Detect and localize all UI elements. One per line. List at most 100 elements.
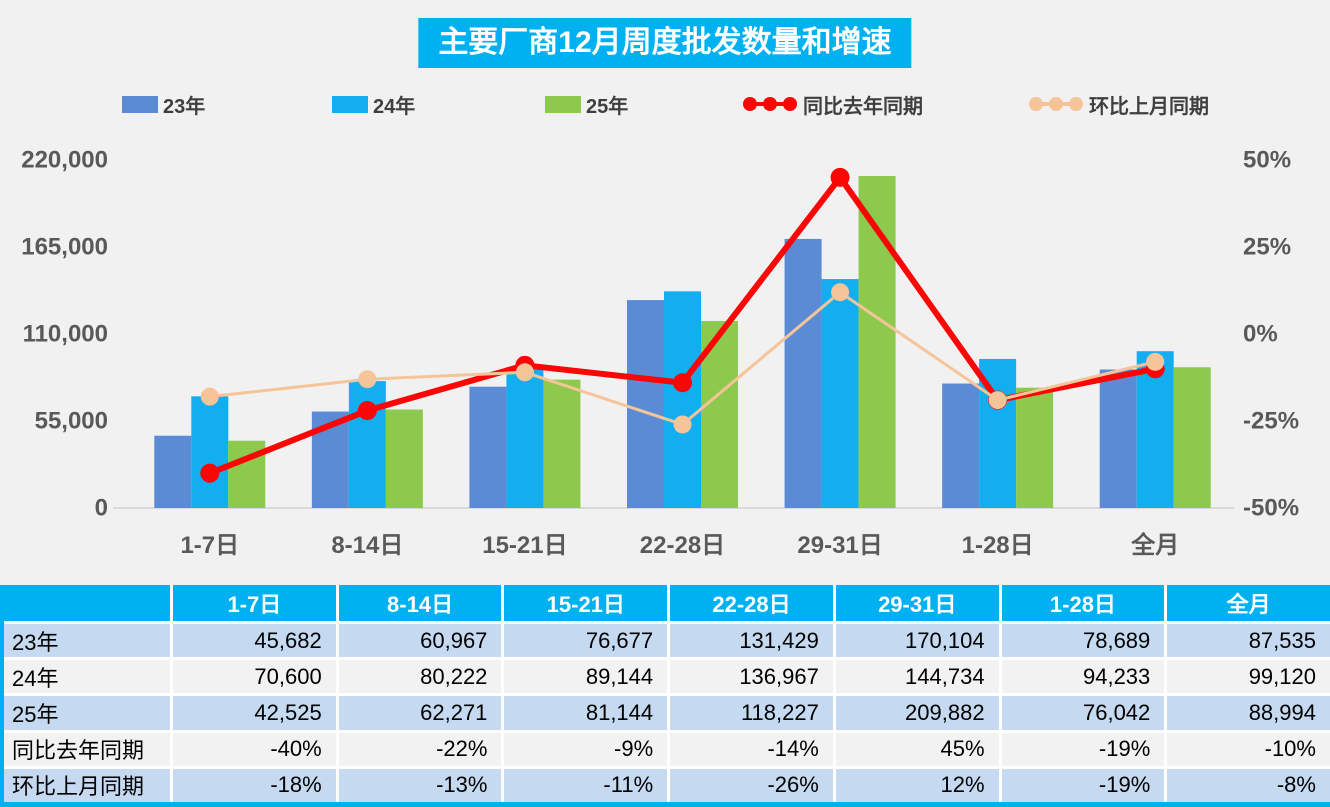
table-header-cell: 1-28日 [1001, 585, 1165, 621]
left-axis-tick: 220,000 [21, 147, 108, 174]
legend-line-marker-icon [743, 97, 797, 111]
legend-swatch-icon [545, 95, 581, 113]
left-axis-tick: 55,000 [35, 408, 108, 435]
table-row-label: 23年 [4, 624, 170, 658]
bar [543, 379, 581, 508]
table-cell: 45% [835, 732, 999, 766]
table-cell: -40% [173, 732, 336, 766]
right-axis-tick: -25% [1243, 408, 1299, 435]
left-axis-tick: 0 [95, 495, 108, 522]
table-cell: 88,994 [1167, 696, 1330, 730]
table-cell: 81,144 [504, 696, 668, 730]
table-cell: 89,144 [504, 660, 668, 694]
bar [784, 238, 822, 508]
legend-item-4: 同比去年同期 [742, 88, 923, 120]
right-axis-tick: 50% [1243, 147, 1291, 174]
bar [385, 409, 423, 508]
data-point-marker [673, 373, 692, 393]
data-point-marker [1146, 352, 1165, 371]
x-axis-label: 29-31日 [797, 532, 882, 559]
legend-item-3: 25年 [545, 88, 628, 120]
table-cell: -8% [1167, 768, 1330, 802]
bar [627, 300, 664, 508]
bar-series-24年 [191, 279, 1174, 508]
x-axis-label: 1-28日 [962, 532, 1034, 559]
table-cell: 170,104 [835, 624, 999, 658]
table-cell: -19% [1001, 768, 1165, 802]
table-cell: -13% [338, 768, 502, 802]
table-cell: 80,222 [338, 660, 502, 694]
table-cell: 70,600 [173, 660, 336, 694]
right-axis-tick: 25% [1243, 234, 1291, 261]
table-header-corner [4, 585, 170, 621]
bar [1099, 369, 1137, 508]
line-series-环比上月同期 [200, 283, 1165, 434]
table-cell: 94,233 [1001, 660, 1165, 694]
left-axis-tick: 165,000 [21, 234, 108, 261]
table-cell: -11% [504, 768, 668, 802]
x-axis-label: 全月 [1130, 531, 1179, 559]
table-row-label: 25年 [4, 696, 170, 730]
bar [1016, 387, 1054, 508]
data-point-marker [358, 370, 377, 389]
chart-title: 主要厂商12月周度批发数量和增速 [418, 18, 912, 68]
legend-line-marker-icon [1029, 97, 1083, 111]
table-cell: 76,677 [504, 624, 668, 658]
data-point-marker [200, 387, 219, 406]
legend-item-5: 环比上月同期 [1028, 88, 1209, 120]
table-cell: 209,882 [835, 696, 999, 730]
table-cell: -26% [670, 768, 833, 802]
bar [191, 396, 229, 508]
table-cell: -9% [504, 732, 668, 766]
data-point-marker [515, 363, 534, 382]
table-cell: 12% [835, 768, 999, 802]
table-cell: -14% [670, 732, 833, 766]
x-axis-label: 15-21日 [482, 532, 567, 559]
table-cell: -18% [173, 768, 336, 802]
table-header-cell: 全月 [1167, 585, 1330, 621]
data-point-marker [988, 391, 1007, 410]
left-axis-tick: 110,000 [23, 321, 108, 348]
right-axis-tick: 0% [1243, 321, 1278, 348]
table-row-label: 同比去年同期 [4, 732, 170, 766]
table-header-cell: 15-21日 [504, 585, 668, 621]
legend-label: 同比去年同期 [803, 95, 923, 118]
table-cell: 99,120 [1167, 660, 1330, 694]
data-point-marker [831, 283, 850, 302]
bar [348, 381, 386, 508]
legend-label: 24年 [373, 95, 416, 118]
right-axis-tick: -50% [1243, 495, 1299, 522]
table-header-cell: 1-7日 [173, 585, 336, 621]
table-row-label: 24年 [4, 660, 170, 694]
combo-chart: 0 55,000 110,000 165,000 220,000 -50% -25% 0% 25… [21, 147, 1299, 560]
table-cell: -19% [1001, 732, 1165, 766]
table-row-label: 环比上月同期 [4, 768, 170, 802]
x-axis-label: 1-7日 [180, 532, 239, 559]
data-point-marker [830, 167, 850, 187]
table-header-cell: 8-14日 [338, 585, 502, 621]
table-header-cell: 29-31日 [835, 585, 999, 621]
bar [506, 366, 544, 508]
bar [664, 291, 701, 508]
data-point-marker [357, 401, 377, 421]
table-cell: 144,734 [835, 660, 999, 694]
legend-swatch-icon [332, 95, 368, 113]
table-cell: 60,967 [338, 624, 502, 658]
table-cell: 87,535 [1167, 624, 1330, 658]
bar [154, 435, 192, 508]
table-cell: 131,429 [670, 624, 833, 658]
x-axis-label: 8-14日 [331, 532, 403, 559]
bar [821, 279, 859, 508]
table-cell: 76,042 [1001, 696, 1165, 730]
legend-label: 环比上月同期 [1089, 95, 1209, 118]
data-point-marker [673, 415, 692, 434]
table-header-cell: 22-28日 [670, 585, 833, 621]
data-table: 1-7日 8-14日 15-21日 22-28日 29-31日 1-28日 全月 23年 45,… [0, 585, 1330, 807]
table-cell: 45,682 [173, 624, 336, 658]
bar [942, 383, 980, 508]
table-cell: 62,271 [338, 696, 502, 730]
legend-label: 25年 [586, 95, 629, 118]
bar [469, 386, 507, 508]
x-axis-label: 22-28日 [640, 532, 725, 559]
